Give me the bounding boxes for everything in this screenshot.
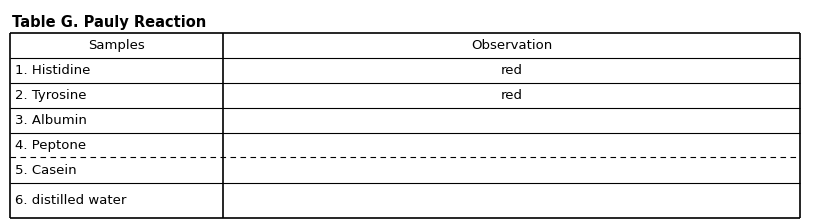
Text: red: red [501, 89, 523, 102]
Text: 6. distilled water: 6. distilled water [15, 194, 126, 207]
Text: 2. Tyrosine: 2. Tyrosine [15, 89, 86, 102]
Text: 5. Casein: 5. Casein [15, 163, 76, 176]
Text: Samples: Samples [89, 39, 145, 52]
Text: 1. Histidine: 1. Histidine [15, 64, 90, 77]
Text: red: red [501, 64, 523, 77]
Text: Table G. Pauly Reaction: Table G. Pauly Reaction [12, 15, 207, 30]
Text: 3. Albumin: 3. Albumin [15, 114, 87, 127]
Text: Observation: Observation [471, 39, 552, 52]
Text: 4. Peptone: 4. Peptone [15, 138, 86, 151]
